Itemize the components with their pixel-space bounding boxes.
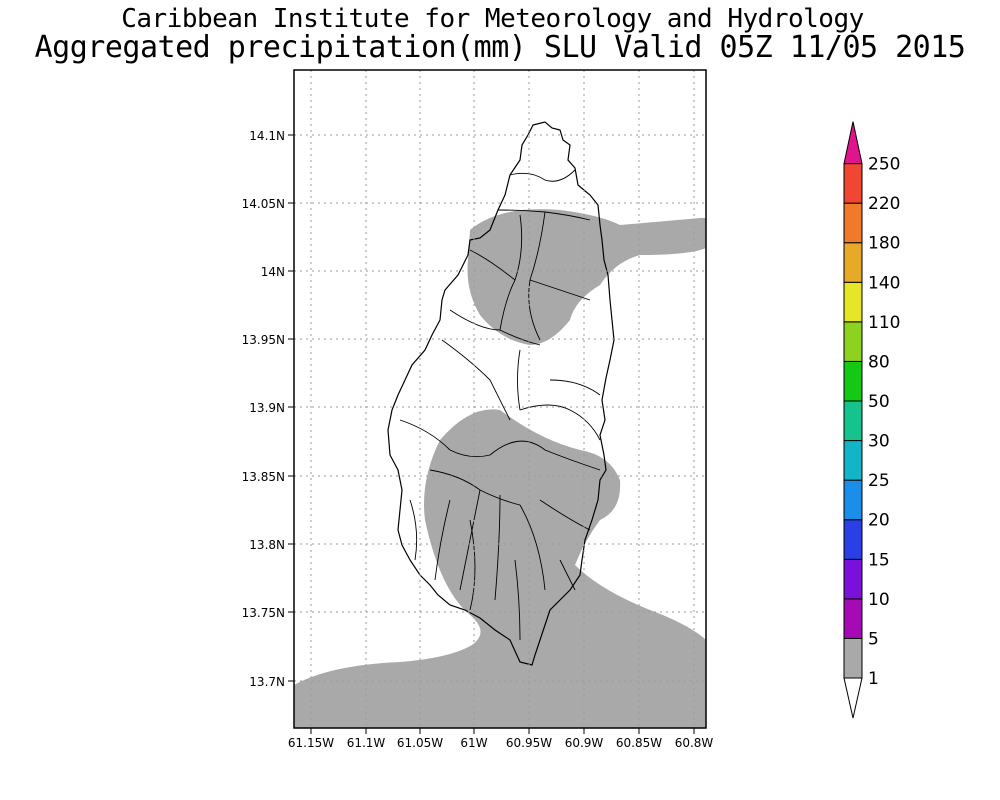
grid-lines xyxy=(294,70,706,728)
colorbar-segment xyxy=(843,281,863,323)
colorbar-segment xyxy=(843,598,863,639)
colorbar-segment xyxy=(843,637,863,679)
colorbar-label: 5 xyxy=(868,629,879,649)
lat-label: 13.9N xyxy=(249,401,285,415)
lon-label: 60.8W xyxy=(675,736,714,750)
shade-north-band xyxy=(467,209,706,345)
island-outline xyxy=(387,121,615,666)
title-line-1: Caribbean Institute for Meteorology and … xyxy=(121,4,864,34)
colorbar-segment xyxy=(843,479,863,521)
colorbar-label: 1 xyxy=(868,669,879,689)
lon-label: 60.85W xyxy=(616,736,662,750)
lon-label: 61.15W xyxy=(288,736,334,750)
colorbar-label: 250 xyxy=(868,155,900,175)
lat-label: 13.95N xyxy=(242,333,285,347)
shade-south-band xyxy=(294,409,706,728)
colorbar-label: 140 xyxy=(868,273,900,293)
colorbar-segment xyxy=(843,400,863,442)
watershed-boundaries xyxy=(399,169,601,641)
lat-label: 14N xyxy=(261,265,285,279)
colorbar-segment xyxy=(843,163,863,204)
lon-label: 61.05W xyxy=(397,736,443,750)
lat-label: 13.85N xyxy=(242,470,285,484)
lat-label: 13.8N xyxy=(249,538,285,552)
colorbar-label: 10 xyxy=(868,590,890,610)
lat-labels: 14.1N 14.05N 14N 13.95N 13.9N 13.85N 13.… xyxy=(242,129,285,689)
colorbar-segment xyxy=(843,440,863,481)
colorbar-segment xyxy=(843,360,863,402)
colorbar-label: 50 xyxy=(868,392,890,412)
precipitation-shading xyxy=(294,209,706,728)
lat-label: 14.1N xyxy=(249,129,285,143)
plot-frame xyxy=(293,69,707,729)
colorbar-segment xyxy=(843,202,863,244)
colorbar-label: 20 xyxy=(868,511,890,531)
colorbar-label: 110 xyxy=(868,313,900,333)
colorbar-label: 180 xyxy=(868,234,900,254)
colorbar-label: 220 xyxy=(868,194,900,214)
colorbar-label: 30 xyxy=(868,432,890,452)
title-line-2: Aggregated precipitation(mm) SLU Valid 0… xyxy=(34,30,966,65)
lat-label: 13.75N xyxy=(242,606,285,620)
colorbar-label: 15 xyxy=(868,550,890,570)
lat-label: 14.05N xyxy=(242,197,285,211)
colorbar-segment xyxy=(843,558,863,600)
colorbar-under-triangle xyxy=(843,677,863,719)
lat-label: 13.7N xyxy=(249,675,285,689)
lon-label: 60.9W xyxy=(565,736,604,750)
colorbar-segment xyxy=(843,519,863,560)
axis-ticks xyxy=(288,134,695,734)
colorbar-segment xyxy=(843,242,863,283)
colorbar-over-triangle xyxy=(843,121,863,165)
colorbar-segment xyxy=(843,321,863,362)
colorbar-label: 25 xyxy=(868,471,890,491)
lon-labels: 61.15W 61.1W 61.05W 61W 60.95W 60.9W 60.… xyxy=(288,736,714,750)
lon-label: 61.1W xyxy=(347,736,386,750)
lon-label: 60.95W xyxy=(506,736,552,750)
colorbar-label: 80 xyxy=(868,352,890,372)
lon-label: 61W xyxy=(460,736,487,750)
